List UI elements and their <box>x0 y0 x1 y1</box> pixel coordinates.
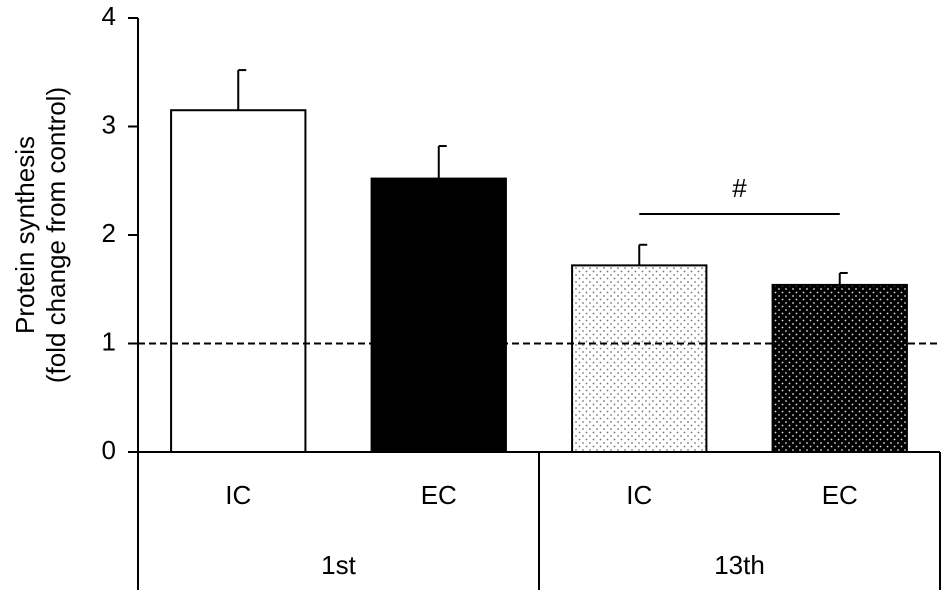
group-label: 13th <box>714 550 765 580</box>
group-label: 1st <box>321 550 356 580</box>
bar <box>771 283 908 453</box>
bar <box>370 177 507 454</box>
y-tick-label: 1 <box>102 326 116 356</box>
y-axis-label: (fold change from control) <box>41 87 71 383</box>
annotation: # <box>732 173 747 203</box>
x-tick-label: EC <box>822 480 858 510</box>
bar <box>571 264 708 453</box>
x-tick-label: IC <box>225 480 251 510</box>
x-tick-label: IC <box>626 480 652 510</box>
y-tick-label: 0 <box>102 435 116 465</box>
y-tick-label: 3 <box>102 109 116 139</box>
y-axis-label: Protein synthesis <box>10 136 40 334</box>
x-tick-label: EC <box>421 480 457 510</box>
y-tick-label: 2 <box>102 218 116 248</box>
bar <box>170 109 307 453</box>
y-tick-label: 4 <box>102 1 116 31</box>
